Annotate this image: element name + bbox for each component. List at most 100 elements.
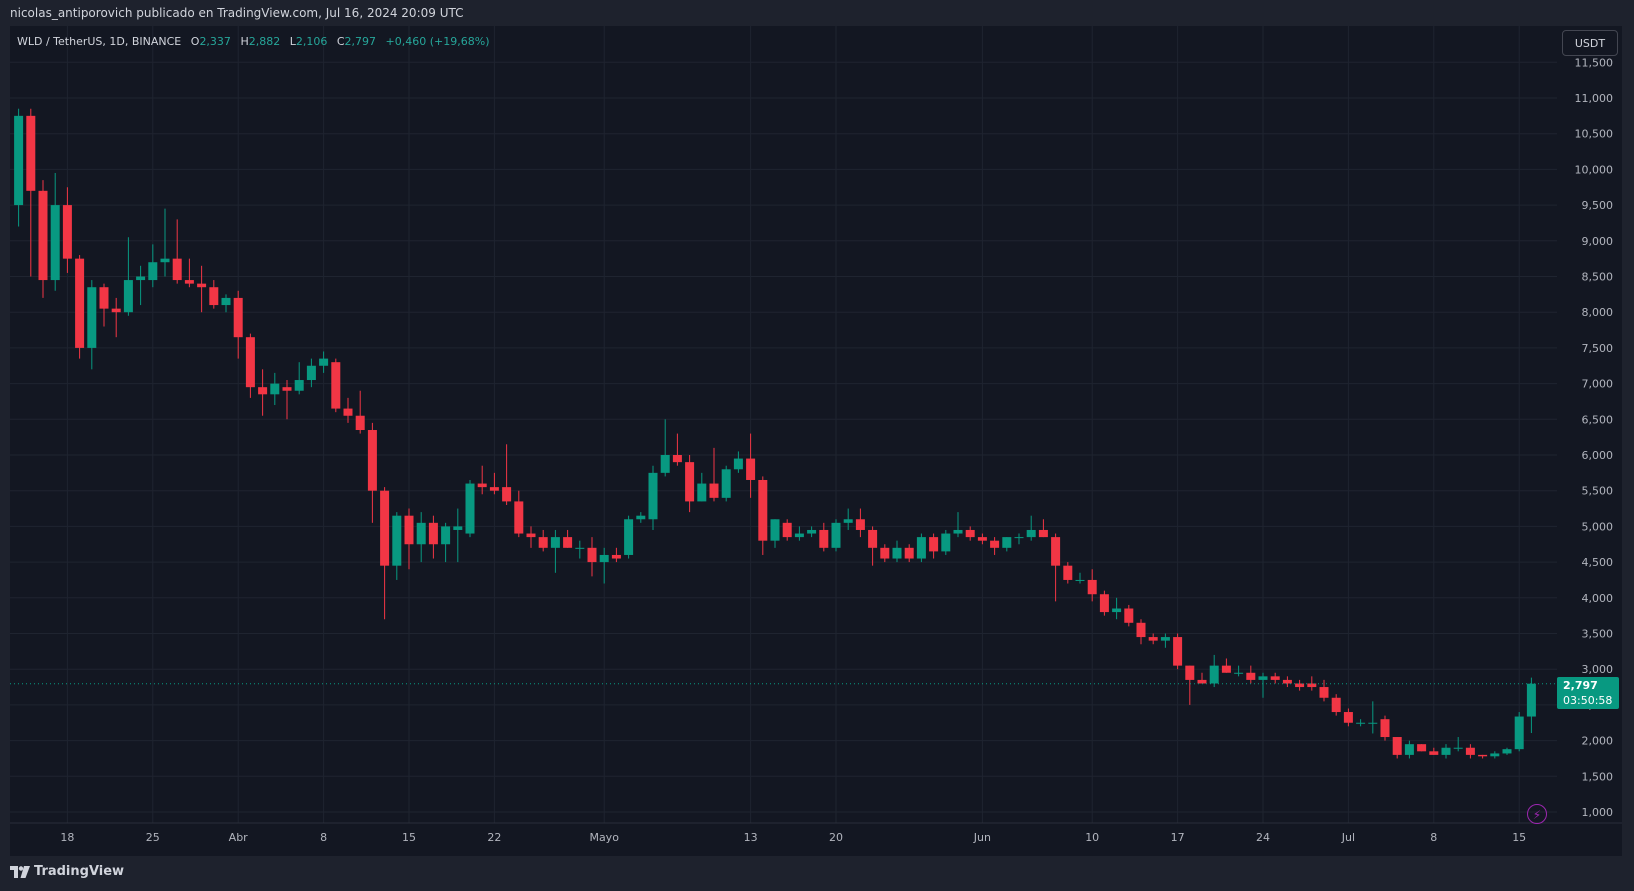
candle-body[interactable] (563, 537, 573, 548)
candle-body[interactable] (465, 483, 475, 534)
candle-body[interactable] (636, 515, 646, 520)
candle-body[interactable] (746, 458, 756, 480)
candle-body[interactable] (1136, 622, 1146, 638)
candle-body[interactable] (416, 522, 426, 545)
candle-body[interactable] (1526, 683, 1536, 717)
candle-body[interactable] (526, 533, 536, 538)
candle-body[interactable] (758, 479, 768, 541)
candle-body[interactable] (819, 529, 829, 548)
lightning-icon[interactable]: ⚡ (1527, 804, 1547, 824)
candle-body[interactable] (1051, 537, 1061, 566)
candle-body[interactable] (880, 547, 890, 559)
candle-body[interactable] (1185, 665, 1195, 680)
candle-body[interactable] (26, 115, 36, 191)
candle-body[interactable] (1307, 683, 1317, 688)
candle-body[interactable] (929, 537, 939, 552)
candle-body[interactable] (965, 529, 975, 538)
candle-body[interactable] (575, 547, 585, 549)
candle-body[interactable] (123, 280, 133, 313)
candle-body[interactable] (87, 287, 97, 348)
candle-body[interactable] (648, 472, 658, 520)
candle-body[interactable] (38, 190, 48, 281)
candle-body[interactable] (721, 469, 731, 498)
candle-body[interactable] (319, 358, 329, 366)
candle-body[interactable] (136, 276, 146, 281)
candle-body[interactable] (1148, 637, 1158, 641)
candle-body[interactable] (1478, 754, 1488, 757)
candle-body[interactable] (977, 537, 987, 541)
candle-body[interactable] (660, 455, 670, 473)
candle-body[interactable] (1209, 665, 1219, 684)
candle-body[interactable] (1197, 679, 1207, 684)
candle-body[interactable] (221, 297, 231, 306)
candle-body[interactable] (1234, 672, 1244, 674)
candle-body[interactable] (441, 526, 451, 545)
candle-body[interactable] (1514, 716, 1524, 750)
candle-body[interactable] (538, 537, 548, 548)
symbol-name[interactable]: WLD / TetherUS, 1D, BINANCE (17, 35, 182, 48)
candle-body[interactable] (380, 490, 390, 566)
candle-body[interactable] (477, 483, 487, 488)
candle-body[interactable] (502, 487, 512, 502)
candle-body[interactable] (99, 287, 109, 309)
candle-body[interactable] (624, 519, 634, 555)
candle-body[interactable] (111, 308, 121, 313)
candle-body[interactable] (672, 455, 682, 463)
candle-body[interactable] (367, 430, 377, 491)
candle-body[interactable] (428, 522, 438, 545)
candle-body[interactable] (1221, 665, 1231, 673)
candle-body[interactable] (282, 387, 292, 391)
candle-body[interactable] (1246, 672, 1256, 680)
candle-body[interactable] (1465, 747, 1475, 755)
candle-body[interactable] (1282, 679, 1292, 684)
candle-body[interactable] (1441, 747, 1451, 755)
candle-body[interactable] (489, 487, 499, 491)
candle-body[interactable] (1331, 697, 1341, 713)
candle-body[interactable] (1099, 594, 1109, 613)
candle-body[interactable] (50, 205, 60, 281)
candle-body[interactable] (1270, 676, 1280, 680)
candle-body[interactable] (1368, 722, 1378, 724)
candle-body[interactable] (1124, 608, 1134, 623)
candle-body[interactable] (172, 258, 182, 281)
candle-body[interactable] (1075, 579, 1085, 581)
candle-body[interactable] (1087, 579, 1097, 595)
candle-body[interactable] (404, 515, 414, 545)
candle-body[interactable] (392, 515, 402, 566)
candle-body[interactable] (807, 529, 817, 534)
candle-body[interactable] (1429, 751, 1439, 755)
candle-body[interactable] (1343, 712, 1353, 723)
tradingview-brand[interactable]: TradingView (10, 864, 124, 879)
chart-panel[interactable] (10, 26, 1622, 856)
candle-body[interactable] (270, 383, 280, 395)
candle-body[interactable] (148, 262, 158, 281)
candle-body[interactable] (197, 283, 207, 288)
candle-body[interactable] (1160, 637, 1170, 641)
candle-body[interactable] (685, 462, 695, 502)
candle-body[interactable] (868, 529, 878, 548)
candle-body[interactable] (953, 529, 963, 534)
candle-body[interactable] (941, 533, 951, 552)
candle-body[interactable] (587, 547, 597, 563)
candle-body[interactable] (1502, 749, 1512, 754)
candle-body[interactable] (904, 547, 914, 559)
candle-body[interactable] (514, 501, 524, 534)
candle-body[interactable] (184, 280, 194, 284)
candle-body[interactable] (306, 365, 316, 381)
candle-body[interactable] (355, 415, 365, 431)
candle-body[interactable] (62, 205, 72, 259)
candle-body[interactable] (916, 537, 926, 559)
candle-body[interactable] (233, 297, 243, 338)
candle-body[interactable] (1026, 529, 1036, 538)
candle-body[interactable] (14, 115, 24, 206)
candle-body[interactable] (1392, 737, 1402, 755)
candle-body[interactable] (1490, 753, 1500, 757)
candle-body[interactable] (709, 483, 719, 498)
candle-body[interactable] (611, 554, 621, 559)
candle-body[interactable] (1453, 747, 1463, 749)
candle-body[interactable] (1356, 722, 1366, 724)
candle-body[interactable] (1258, 676, 1268, 680)
candle-body[interactable] (697, 483, 707, 502)
candle-body[interactable] (794, 533, 804, 538)
